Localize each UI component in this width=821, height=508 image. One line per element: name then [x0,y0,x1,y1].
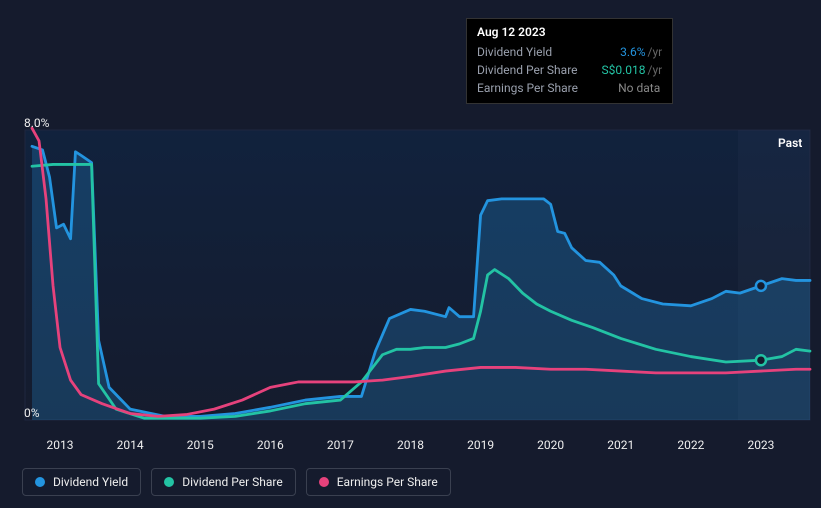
tooltip-row: Dividend Per Share S$0.018/yr [477,61,662,79]
tooltip-row: Dividend Yield 3.6%/yr [477,43,662,61]
tooltip-value: 3.6% [620,45,645,59]
tooltip-row: Earnings Per Share No data [477,79,662,97]
x-axis-label: 2019 [467,438,494,452]
legend-label: Dividend Per Share [182,475,283,489]
x-axis-label: 2020 [537,438,564,452]
legend-dot-icon [164,477,174,487]
y-axis-label: 0% [24,406,40,420]
legend-label: Dividend Yield [53,475,128,489]
legend-item-earnings-per-share[interactable]: Earnings Per Share [306,468,451,496]
x-axis-label: 2015 [187,438,214,452]
hover-tooltip: Aug 12 2023 Dividend Yield 3.6%/yr Divid… [466,18,673,104]
x-axis-label: 2022 [677,438,704,452]
tooltip-date: Aug 12 2023 [477,25,662,39]
tooltip-unit: /yr [648,63,663,77]
tooltip-value: No data [618,81,660,95]
tooltip-label: Earnings Per Share [477,79,578,97]
past-label: Past [778,136,802,150]
x-axis-label: 2014 [117,438,144,452]
x-axis-label: 2018 [397,438,424,452]
legend: Dividend Yield Dividend Per Share Earnin… [22,468,451,496]
legend-label: Earnings Per Share [337,475,438,489]
chart-area[interactable] [0,0,821,508]
y-axis-label: 8.0% [24,116,49,130]
tooltip-label: Dividend Per Share [477,61,578,79]
legend-dot-icon [319,477,329,487]
tooltip-label: Dividend Yield [477,43,552,61]
x-axis-label: 2017 [327,438,354,452]
legend-dot-icon [35,477,45,487]
tooltip-value: S$0.018 [602,63,646,77]
tooltip-unit: /yr [648,45,663,59]
legend-item-dividend-yield[interactable]: Dividend Yield [22,468,141,496]
x-axis-label: 2013 [47,438,74,452]
x-axis-label: 2021 [607,438,634,452]
x-axis-label: 2016 [257,438,284,452]
legend-item-dividend-per-share[interactable]: Dividend Per Share [151,468,296,496]
x-axis-label: 2023 [747,438,774,452]
